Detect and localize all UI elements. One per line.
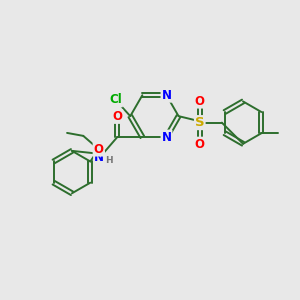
Text: N: N: [94, 151, 104, 164]
Text: O: O: [112, 110, 122, 123]
Text: N: N: [161, 89, 172, 102]
Text: H: H: [105, 156, 113, 165]
Text: O: O: [195, 94, 205, 108]
Text: O: O: [94, 142, 103, 156]
Text: Cl: Cl: [109, 93, 122, 106]
Text: O: O: [195, 138, 205, 151]
Text: N: N: [161, 130, 172, 143]
Text: S: S: [195, 116, 205, 129]
